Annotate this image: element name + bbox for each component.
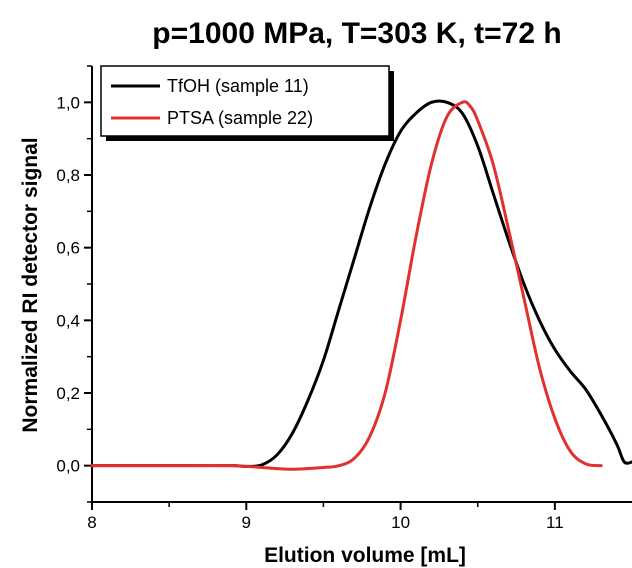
legend-label-tfoh: TfOH (sample 11) — [167, 76, 309, 96]
x-axis-label: Elution volume [mL] — [264, 544, 466, 567]
x-tick-label: 8 — [87, 513, 96, 532]
series-line-2 — [90, 100, 603, 471]
y-tick-label: 0,4 — [56, 311, 80, 330]
series-line-1 — [90, 99, 632, 468]
x-tick-label: 11 — [546, 513, 564, 532]
y-tick-label: 0,2 — [56, 384, 80, 403]
chart-title: p=1000 MPa, T=303 K, t=72 h — [152, 17, 561, 50]
legend: TfOH (sample 11) PTSA (sample 22) — [100, 65, 394, 141]
y-tick-label: 0,0 — [56, 457, 80, 476]
y-axis-ticks: 0,0 0,2 0,4 0,6 0,8 1,0 — [56, 65, 92, 503]
x-axis-ticks: 8 9 10 11 — [87, 502, 564, 532]
x-tick-label: 9 — [242, 513, 251, 532]
x-tick-label: 10 — [391, 513, 410, 532]
series-lines — [90, 99, 632, 471]
legend-label-ptsa: PTSA (sample 22) — [167, 108, 313, 128]
legend-box — [100, 65, 390, 137]
y-tick-label: 1,0 — [56, 93, 80, 112]
y-tick-label: 0,8 — [56, 166, 80, 185]
plot-area: 8 9 10 11 0,0 0,2 0,4 0,6 0,8 1,0 — [56, 65, 632, 532]
y-axis-label: Normalized RI detector signal — [19, 137, 42, 432]
y-tick-label: 0,6 — [56, 239, 80, 258]
